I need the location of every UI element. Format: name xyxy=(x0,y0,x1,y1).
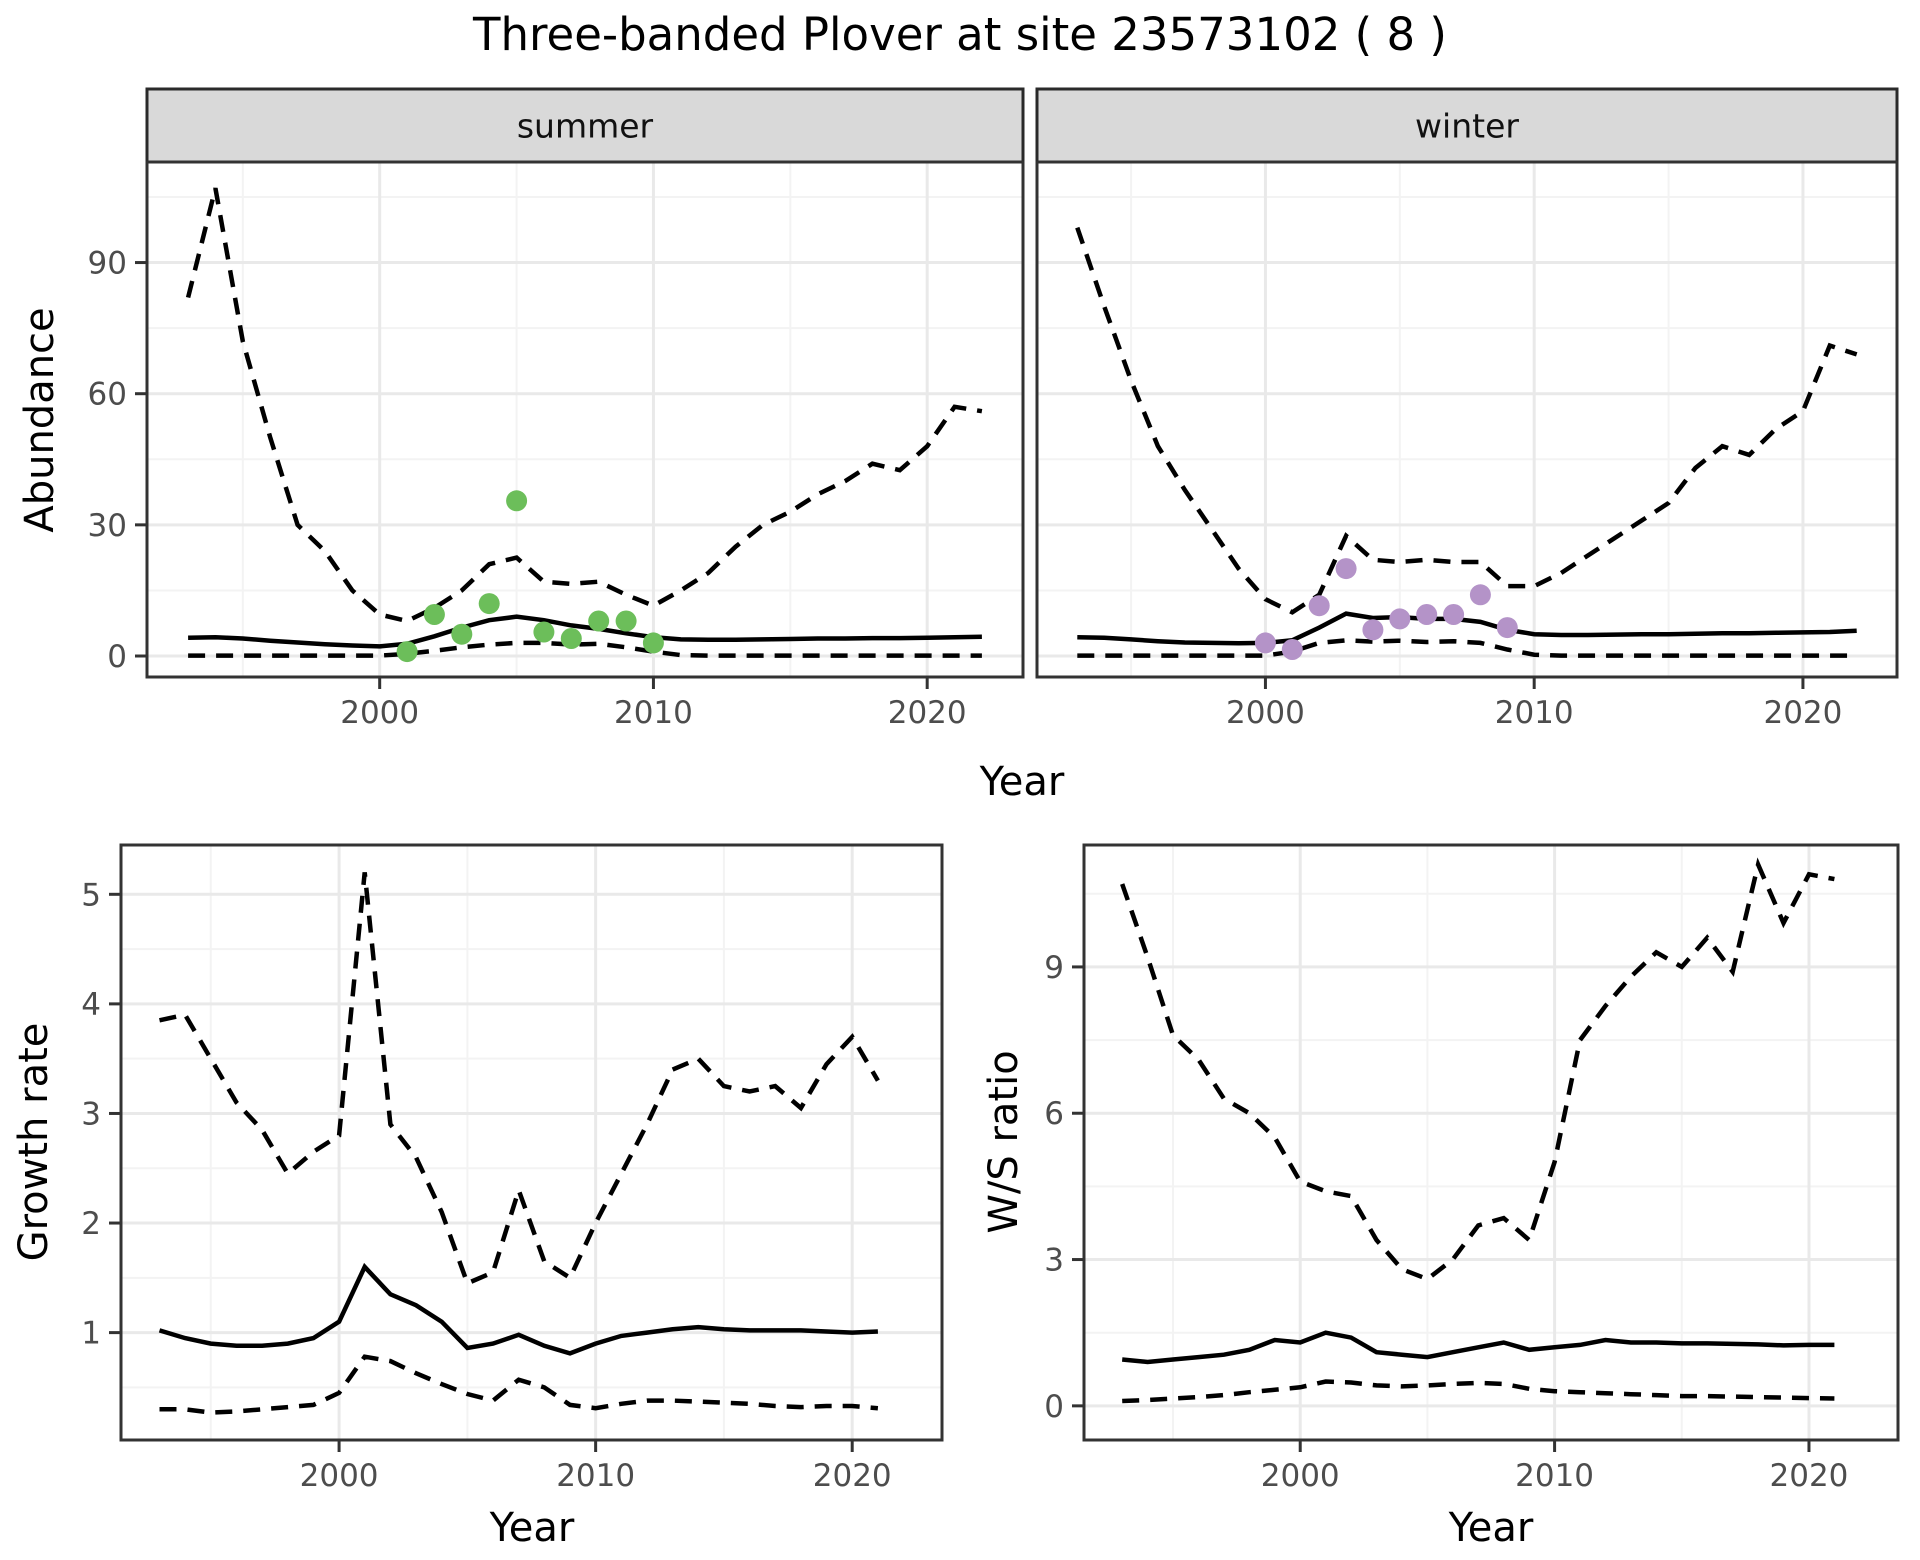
point-observed-summer xyxy=(588,610,610,632)
point-observed-summer xyxy=(506,490,528,512)
x-tick-label: 2010 xyxy=(1515,1458,1594,1494)
x-tick-label: 2020 xyxy=(1763,695,1842,731)
point-observed-summer xyxy=(451,623,473,645)
facet-strip xyxy=(1035,87,1899,164)
x-axis-title-year-bottom-left: Year xyxy=(489,1505,575,1551)
x-tick-label: 2020 xyxy=(1770,1458,1849,1494)
panel-background xyxy=(147,162,1023,677)
panel-summer: 2000 2010 2020 0 30 60 90 xyxy=(88,87,1025,731)
series-ci-upper xyxy=(185,187,983,624)
x-tick-label: 2000 xyxy=(1226,695,1305,731)
point-observed-summer xyxy=(396,641,418,663)
panel-border xyxy=(1082,843,1900,1442)
y-tick-label: 2 xyxy=(81,1206,101,1242)
y-tick-label: 1 xyxy=(81,1316,101,1352)
x-tick-label: 2000 xyxy=(1261,1458,1340,1494)
point-observed-summer xyxy=(423,604,445,625)
panel-background xyxy=(1084,845,1898,1440)
facet-strip xyxy=(145,87,1025,164)
y-tick-label: 6 xyxy=(1044,1096,1064,1132)
series-ci-upper xyxy=(1075,226,1858,615)
series-ci-upper xyxy=(1120,857,1835,1282)
y-axis-title-abundance: Abundance xyxy=(17,307,63,533)
panel-border xyxy=(119,843,944,1442)
panel-winter: 2000 2010 2020 xyxy=(1035,87,1899,731)
point-observed-winter xyxy=(1496,617,1518,639)
y-tick-label: 9 xyxy=(1044,950,1064,986)
series-ci-lower xyxy=(188,640,982,658)
y-tick-label: 4 xyxy=(81,987,101,1023)
x-tick-label: 2010 xyxy=(556,1458,635,1494)
point-observed-winter xyxy=(1281,639,1303,660)
series-median xyxy=(158,1262,878,1356)
point-observed-winter xyxy=(1443,604,1465,625)
panel-growth: 2000 2010 2020 1 2 3 4 5 xyxy=(81,843,944,1494)
point-observed-winter xyxy=(1308,595,1330,617)
series-ci-upper xyxy=(159,872,880,1287)
point-observed-winter xyxy=(1362,619,1384,641)
facet-strip-label-winter: winter xyxy=(1415,106,1519,146)
point-observed-winter xyxy=(1469,584,1491,606)
y-tick-label: 3 xyxy=(1044,1243,1064,1279)
point-observed-winter xyxy=(1254,632,1276,654)
x-tick-label: 2000 xyxy=(340,695,419,731)
series-median xyxy=(188,614,982,649)
y-tick-label: 5 xyxy=(81,877,101,913)
panel-background xyxy=(121,845,942,1440)
point-observed-summer xyxy=(642,632,664,654)
y-tick-label: 90 xyxy=(88,246,127,282)
y-tick-label: 3 xyxy=(81,1096,101,1132)
point-observed-summer xyxy=(478,593,500,615)
series-median xyxy=(1121,1330,1835,1365)
series-ci-lower xyxy=(1077,638,1857,658)
point-observed-summer xyxy=(560,628,582,649)
point-observed-summer xyxy=(533,621,555,643)
y-axis-title-growth-rate: Growth rate xyxy=(11,1022,57,1262)
series-ci-lower xyxy=(159,1354,879,1415)
x-tick-label: 2000 xyxy=(300,1458,379,1494)
panel-border xyxy=(1035,160,1899,679)
y-tick-label: 0 xyxy=(1044,1389,1064,1425)
series-ci-lower xyxy=(1122,1379,1835,1404)
y-tick-label: 0 xyxy=(107,639,127,675)
panel-border xyxy=(145,160,1025,679)
facet-strip-label-summer: summer xyxy=(516,106,654,146)
series-median xyxy=(1077,611,1857,646)
panel-ws: 2000 2010 2020 0 3 6 9 xyxy=(1044,843,1900,1494)
x-tick-label: 2010 xyxy=(614,695,693,731)
y-tick-label: 30 xyxy=(88,508,127,544)
point-observed-summer xyxy=(615,610,637,632)
x-axis-title-year-bottom-right: Year xyxy=(1448,1505,1534,1551)
x-tick-label: 2020 xyxy=(813,1458,892,1494)
y-tick-label: 60 xyxy=(88,377,127,413)
point-observed-winter xyxy=(1416,604,1438,625)
chart-title: Three-banded Plover at site 23573102 ( 8… xyxy=(472,8,1447,61)
x-tick-label: 2020 xyxy=(888,695,967,731)
y-axis-title-ws-ratio: W/S ratio xyxy=(981,1050,1027,1234)
x-tick-label: 2010 xyxy=(1495,695,1574,731)
x-axis-title-year-top: Year xyxy=(979,759,1065,805)
point-observed-winter xyxy=(1389,608,1411,630)
panel-background xyxy=(1037,162,1897,677)
point-observed-winter xyxy=(1335,558,1357,580)
